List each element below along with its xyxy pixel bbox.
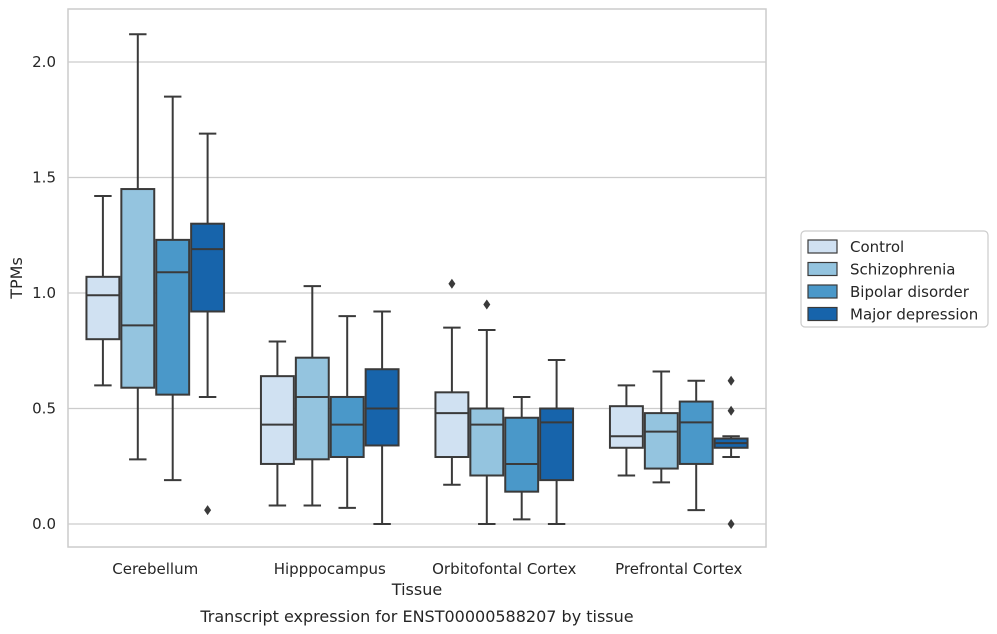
outlier-point xyxy=(727,375,735,386)
box-group xyxy=(85,194,121,387)
x-tick-label: Cerebellum xyxy=(112,560,198,578)
legend-entry: Bipolar disorder xyxy=(850,283,970,301)
y-axis-label: TPMs xyxy=(7,257,26,300)
y-tick-label: 1.0 xyxy=(32,284,56,302)
box xyxy=(678,400,714,465)
box xyxy=(190,222,226,313)
legend-swatch xyxy=(807,284,838,299)
box-group xyxy=(504,395,540,521)
box-group xyxy=(259,340,295,507)
box-group xyxy=(364,310,400,525)
legend-frame xyxy=(800,230,989,328)
y-tick-label: 0.5 xyxy=(32,400,56,418)
box xyxy=(608,405,644,449)
boxes xyxy=(85,33,749,529)
x-axis-label: Tissue xyxy=(391,580,442,599)
outlier-point xyxy=(727,519,735,529)
box-group xyxy=(608,384,644,477)
legend-entry: Major depression xyxy=(850,306,978,324)
box xyxy=(469,407,505,477)
box-group xyxy=(120,33,156,461)
legend-entry: Control xyxy=(850,238,904,256)
y-tick-label: 1.5 xyxy=(32,169,56,187)
box-group xyxy=(190,132,226,516)
legend-swatch xyxy=(807,239,838,254)
box xyxy=(259,375,295,465)
box-group xyxy=(155,95,191,482)
outlier-point xyxy=(448,278,456,289)
legend-entry: Schizophrenia xyxy=(850,261,955,279)
box xyxy=(120,188,156,389)
box-group xyxy=(434,278,470,486)
box xyxy=(643,412,679,470)
box xyxy=(329,395,365,459)
axes: 0.0 0.5 1.0 1.5 2.0 Cerebellum Hipppocampus Orb… xyxy=(32,8,767,578)
box xyxy=(434,391,470,459)
y-tick-label: 0.0 xyxy=(32,515,56,533)
legend-swatch xyxy=(807,306,838,322)
chart-caption: Transcript expression for ENST0000058820… xyxy=(199,607,633,626)
plot-frame xyxy=(67,8,767,548)
outlier-point xyxy=(483,299,491,310)
box-group xyxy=(643,370,679,484)
outlier-point xyxy=(727,405,735,416)
box-group xyxy=(678,379,714,512)
box xyxy=(539,407,575,482)
box xyxy=(155,238,191,396)
box-group xyxy=(329,315,365,509)
x-tick-label: Hipppocampus xyxy=(274,560,386,578)
x-tick-label: Prefrontal Cortex xyxy=(615,560,742,578)
y-tick-label: 2.0 xyxy=(32,53,56,71)
legend: Control Schizophrenia Bipolar disorder Majo… xyxy=(800,230,989,328)
box-group xyxy=(539,358,575,525)
x-tick-label: Orbitofontal Cortex xyxy=(432,560,576,578)
legend-swatch xyxy=(807,261,838,277)
box xyxy=(504,416,540,493)
outlier-point xyxy=(204,505,212,516)
box xyxy=(85,275,121,341)
box xyxy=(294,356,330,461)
box-group xyxy=(713,375,749,529)
box-group xyxy=(294,285,330,507)
box xyxy=(364,368,400,447)
box-group xyxy=(469,299,505,525)
